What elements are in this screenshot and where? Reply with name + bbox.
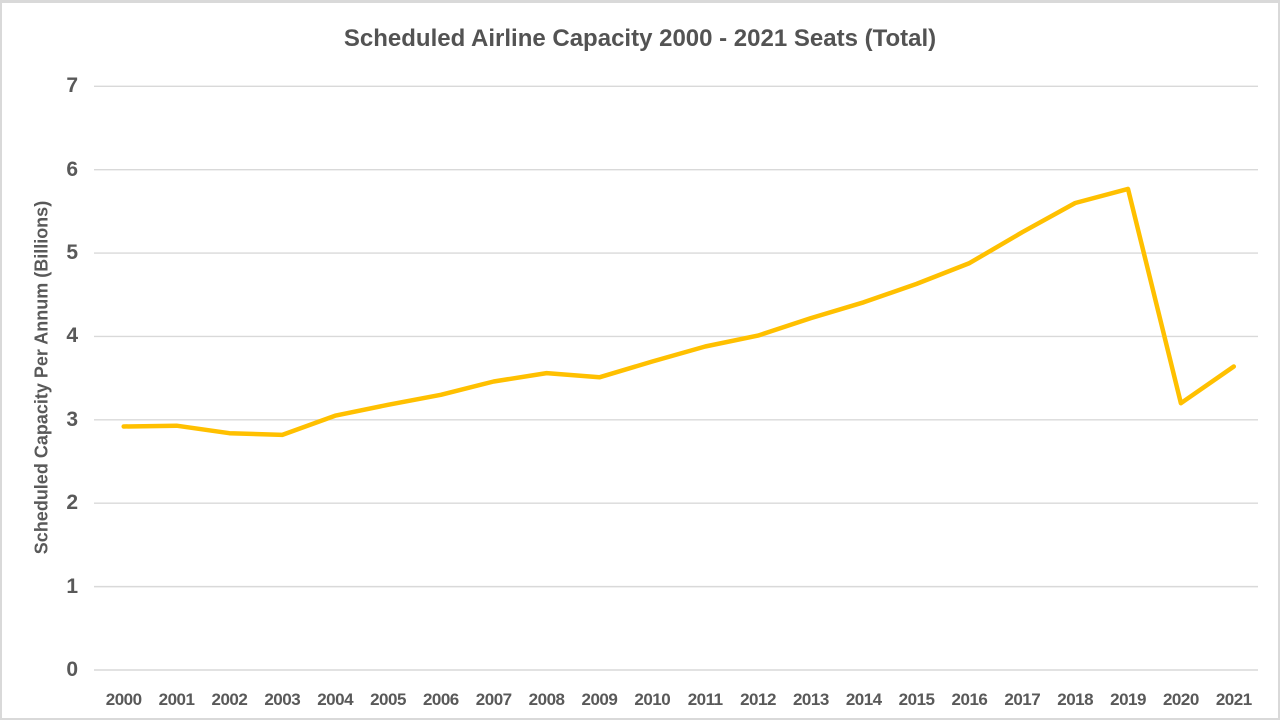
x-tick-label: 2011	[687, 690, 723, 709]
y-tick-label: 6	[66, 157, 78, 181]
x-tick-label: 2003	[264, 690, 301, 709]
x-tick-label: 2019	[1110, 690, 1146, 709]
x-tick-label: 2002	[211, 690, 248, 709]
x-tick-label: 2004	[317, 690, 354, 709]
x-tick-label: 2006	[422, 690, 459, 709]
y-axis-title: Scheduled Capacity Per Annum (Billions)	[31, 200, 52, 555]
x-tick-label: 2007	[475, 690, 512, 709]
x-tick-label: 2018	[1057, 690, 1094, 709]
x-tick-label: 2009	[581, 690, 618, 709]
x-tick-label: 2008	[528, 690, 565, 709]
y-tick-label: 1	[66, 574, 78, 598]
y-tick-label: 7	[66, 74, 78, 98]
line-plot	[94, 85, 1258, 671]
x-tick-label: 2012	[740, 690, 776, 709]
gridlines	[94, 85, 1258, 671]
x-tick-label: 2013	[792, 690, 829, 709]
x-tick-label: 2000	[105, 690, 142, 709]
y-tick-label: 5	[66, 241, 78, 265]
x-tick-label: 2017	[1004, 690, 1041, 709]
series-line	[121, 186, 1237, 438]
y-tick-label: 3	[66, 407, 78, 431]
series-seats-total-	[121, 186, 1237, 438]
x-tick-label: 2015	[898, 690, 935, 709]
y-tick-label: 4	[66, 324, 78, 348]
x-tick-label: 2010	[634, 690, 671, 709]
chart-title: Scheduled Airline Capacity 2000 - 2021 S…	[343, 25, 937, 52]
x-tick-label: 2001	[158, 690, 195, 709]
y-tick-label: 0	[66, 658, 78, 681]
x-tick-label: 2014	[845, 690, 882, 709]
x-tick-label: 2016	[951, 690, 988, 709]
y-tick-label: 2	[66, 491, 78, 515]
x-tick-label: 2021	[1215, 690, 1252, 709]
x-tick-label: 2005	[370, 690, 406, 709]
x-tick-label: 2020	[1162, 690, 1199, 709]
